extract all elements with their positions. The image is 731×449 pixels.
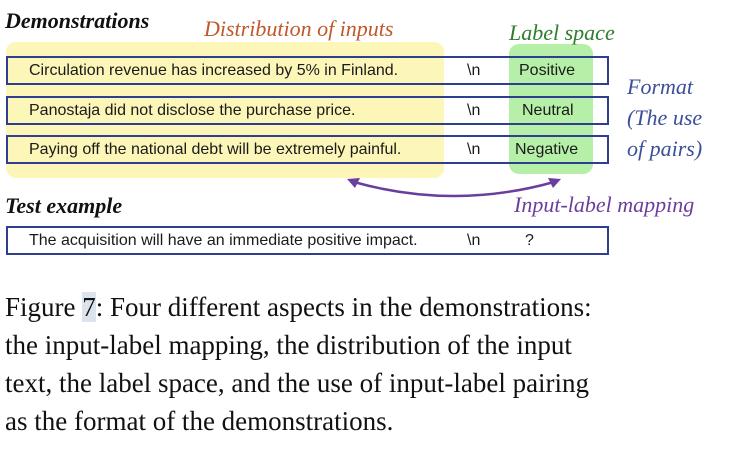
demonstration-row: Paying off the national debt will be ext… (6, 135, 609, 164)
demonstration-input: Panostaja did not disclose the purchase … (29, 102, 356, 119)
test-input: The acquisition will have an immediate p… (29, 232, 418, 249)
format-annotation-line-1: Format (627, 74, 693, 99)
test-example-row: The acquisition will have an immediate p… (6, 226, 609, 255)
caption-line: Figure 7: Four different aspects in the … (5, 288, 721, 326)
separator-token: \n (467, 141, 481, 158)
demonstration-label: Neutral (522, 102, 574, 119)
demonstration-input: Paying off the national debt will be ext… (29, 141, 402, 158)
mapping-arrow (347, 178, 561, 198)
demonstration-row: Circulation revenue has increased by 5% … (6, 56, 609, 85)
separator-token: \n (467, 102, 481, 119)
separator-token: \n (467, 232, 481, 249)
label-space-annotation: Label space (509, 20, 615, 45)
input-distribution-highlight (6, 42, 444, 178)
distribution-annotation: Distribution of inputs (204, 16, 394, 41)
figure-caption: Figure 7: Four different aspects in the … (5, 288, 721, 440)
caption-text: : Four different aspects in the demonstr… (95, 292, 592, 322)
caption-line: the input-label mapping, the distributio… (5, 330, 572, 360)
format-annotation-line-3: of pairs) (627, 136, 703, 161)
caption-prefix: Figure (5, 292, 83, 322)
demonstrations-heading: Demonstrations (5, 8, 150, 33)
demonstration-label: Negative (515, 141, 579, 158)
demonstration-input: Circulation revenue has increased by 5% … (29, 62, 399, 79)
mapping-annotation: Input-label mapping (514, 192, 695, 217)
demonstration-label: Positive (519, 62, 576, 79)
test-label: ? (525, 232, 534, 249)
demonstration-row: Panostaja did not disclose the purchase … (6, 96, 609, 125)
figure-number-link[interactable]: 7 (82, 292, 96, 322)
format-annotation-line-2: (The use (627, 105, 703, 130)
label-space-highlight (509, 44, 593, 174)
caption-line: text, the label space, and the use of in… (5, 368, 590, 398)
caption-line: as the format of the demonstrations. (5, 406, 394, 436)
separator-token: \n (467, 62, 481, 79)
test-example-heading: Test example (5, 193, 123, 218)
